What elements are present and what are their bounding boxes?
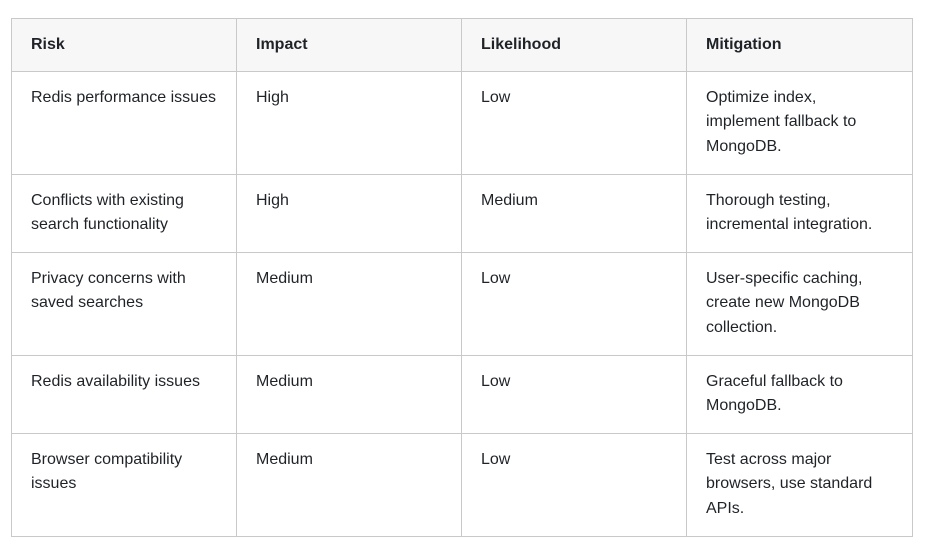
- cell-risk: Redis availability issues: [11, 354, 237, 434]
- cell-likelihood: Low: [461, 354, 687, 434]
- cell-likelihood: Low: [461, 432, 687, 537]
- cell-risk: Privacy concerns with saved searches: [11, 251, 237, 356]
- cell-likelihood: Low: [461, 70, 687, 175]
- cell-risk: Redis performance issues: [11, 70, 237, 175]
- table-row: Privacy concerns with saved searches Med…: [11, 251, 913, 356]
- header-risk: Risk: [11, 18, 237, 72]
- cell-risk: Conflicts with existing search functiona…: [11, 173, 237, 253]
- cell-impact: High: [236, 173, 462, 253]
- table-row: Browser compatibility issues Medium Low …: [11, 432, 913, 537]
- header-mitigation: Mitigation: [686, 18, 913, 72]
- table-row: Redis performance issues High Low Optimi…: [11, 70, 913, 175]
- table-row: Conflicts with existing search functiona…: [11, 173, 913, 253]
- cell-impact: High: [236, 70, 462, 175]
- table-row: Redis availability issues Medium Low Gra…: [11, 354, 913, 434]
- header-impact: Impact: [236, 18, 462, 72]
- cell-risk: Browser compatibility issues: [11, 432, 237, 537]
- cell-impact: Medium: [236, 354, 462, 434]
- header-likelihood: Likelihood: [461, 18, 687, 72]
- cell-mitigation: Graceful fallback to MongoDB.: [686, 354, 913, 434]
- cell-mitigation: Optimize index, implement fallback to Mo…: [686, 70, 913, 175]
- cell-impact: Medium: [236, 432, 462, 537]
- cell-impact: Medium: [236, 251, 462, 356]
- cell-likelihood: Low: [461, 251, 687, 356]
- risk-table: Risk Impact Likelihood Mitigation Redis …: [11, 18, 913, 537]
- cell-likelihood: Medium: [461, 173, 687, 253]
- risk-table-container: Risk Impact Likelihood Mitigation Redis …: [11, 18, 913, 537]
- cell-mitigation: Test across major browsers, use standard…: [686, 432, 913, 537]
- cell-mitigation: Thorough testing, incremental integratio…: [686, 173, 913, 253]
- table-header-row: Risk Impact Likelihood Mitigation: [11, 18, 913, 72]
- cell-mitigation: User-specific caching, create new MongoD…: [686, 251, 913, 356]
